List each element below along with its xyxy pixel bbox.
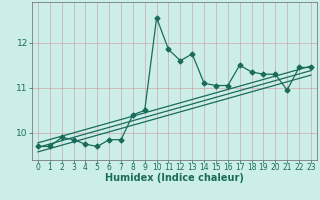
X-axis label: Humidex (Indice chaleur): Humidex (Indice chaleur) [105, 173, 244, 183]
